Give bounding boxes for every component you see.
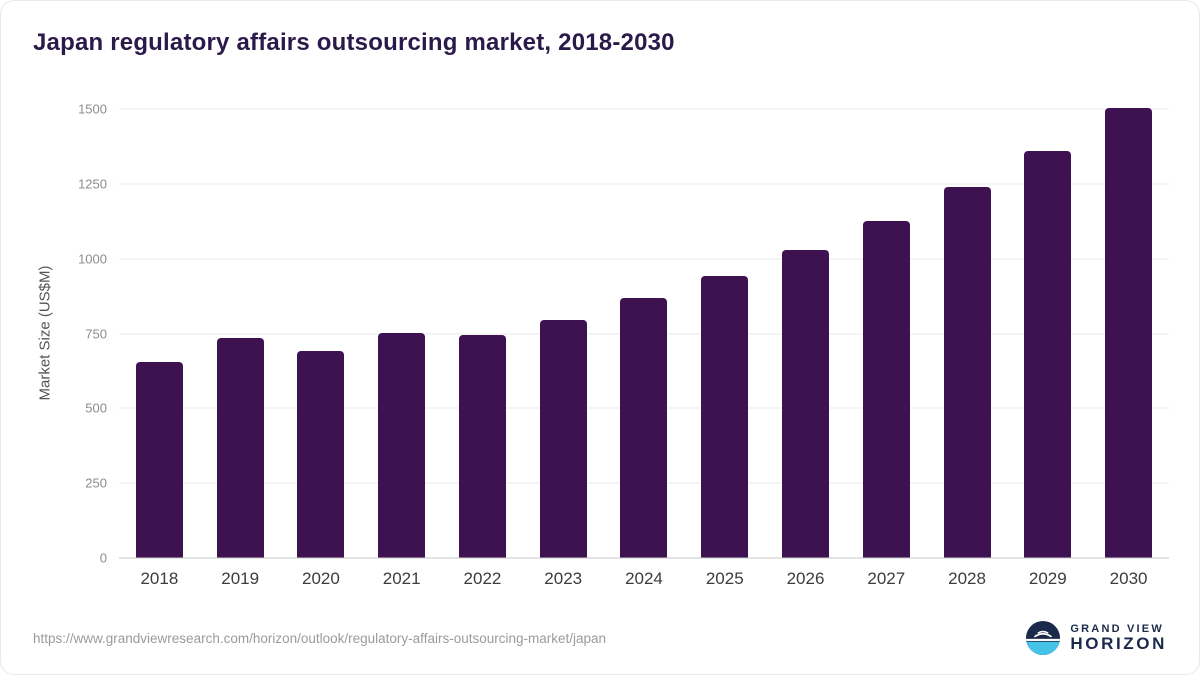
x-tick-label: 2022 bbox=[463, 569, 502, 588]
bar-2020[interactable] bbox=[297, 350, 345, 558]
x-tick-label: 2027 bbox=[867, 569, 906, 588]
footer: https://www.grandviewresearch.com/horizo… bbox=[1, 610, 1199, 674]
bar-slot bbox=[281, 109, 362, 558]
y-tick-label: 750 bbox=[85, 326, 107, 341]
bar-2023[interactable] bbox=[539, 320, 587, 558]
bar-2025[interactable] bbox=[701, 276, 749, 558]
horizon-globe-icon bbox=[1026, 621, 1061, 655]
bar-2028[interactable] bbox=[943, 187, 991, 558]
bar-2029[interactable] bbox=[1024, 150, 1072, 558]
gridline bbox=[119, 258, 1169, 260]
bar-2021[interactable] bbox=[378, 333, 426, 558]
bar-slot bbox=[119, 109, 200, 558]
bar-slot bbox=[1007, 109, 1088, 558]
x-tick-label: 2030 bbox=[1109, 569, 1148, 588]
x-tick-labels: 2018 2019 2020 2021 2022 2023 2024 2025 2026 2027… bbox=[119, 569, 1169, 597]
bar-slot bbox=[846, 109, 927, 558]
y-tick-labels: 0 250 500 750 1000 1250 1500 bbox=[1, 102, 107, 566]
x-tick-label: 2023 bbox=[544, 569, 583, 588]
x-tick-label: 2024 bbox=[625, 569, 663, 588]
bar-slot bbox=[200, 109, 281, 558]
y-tick-label: 1500 bbox=[78, 101, 107, 117]
bar-slot bbox=[523, 109, 604, 558]
bar-2026[interactable] bbox=[782, 250, 829, 558]
bar-slot bbox=[1088, 108, 1169, 558]
x-tick-label: 2018 bbox=[140, 569, 179, 588]
x-tick-label: 2021 bbox=[382, 569, 421, 588]
x-tick-label: 2019 bbox=[221, 569, 260, 588]
x-tick-label: 2025 bbox=[705, 569, 744, 588]
bar-2030[interactable] bbox=[1105, 108, 1153, 558]
gridline bbox=[119, 108, 1169, 110]
y-tick-label: 500 bbox=[85, 400, 107, 416]
bar-slot bbox=[765, 109, 846, 558]
y-tick-label: 1250 bbox=[78, 176, 107, 192]
brand-name-bottom: HORIZON bbox=[1070, 633, 1167, 653]
brand-text: GRAND VIEW HORIZON bbox=[1070, 623, 1167, 654]
x-tick-label: 2029 bbox=[1028, 569, 1067, 588]
bar-2019[interactable] bbox=[216, 337, 264, 558]
bar-slot bbox=[684, 109, 765, 558]
source-url-link[interactable]: https://www.grandviewresearch.com/horizo… bbox=[33, 630, 607, 646]
y-tick-label: 250 bbox=[85, 475, 107, 491]
plot-area bbox=[119, 108, 1169, 559]
bar-slot bbox=[604, 109, 685, 558]
bar-2022[interactable] bbox=[458, 334, 506, 558]
x-tick-label: 2020 bbox=[302, 569, 340, 588]
page-title: Japan regulatory affairs outsourcing mar… bbox=[33, 29, 675, 56]
y-tick-label: 0 bbox=[99, 550, 107, 566]
brand-name-top: GRAND VIEW bbox=[1070, 622, 1164, 635]
bar-slot bbox=[927, 109, 1008, 558]
bar-2027[interactable] bbox=[862, 220, 910, 558]
bars bbox=[119, 108, 1169, 558]
bar-slot bbox=[442, 109, 523, 558]
x-tick-label: 2028 bbox=[948, 569, 986, 588]
x-axis-line bbox=[119, 557, 1169, 559]
x-tick-label: 2026 bbox=[786, 569, 825, 588]
bar-slot bbox=[361, 109, 442, 558]
bar-2024[interactable] bbox=[620, 298, 668, 558]
gridline bbox=[119, 183, 1169, 185]
y-tick-label: 1000 bbox=[78, 251, 107, 267]
brand-logo: GRAND VIEW HORIZON bbox=[1026, 621, 1167, 655]
bar-2018[interactable] bbox=[135, 361, 183, 558]
